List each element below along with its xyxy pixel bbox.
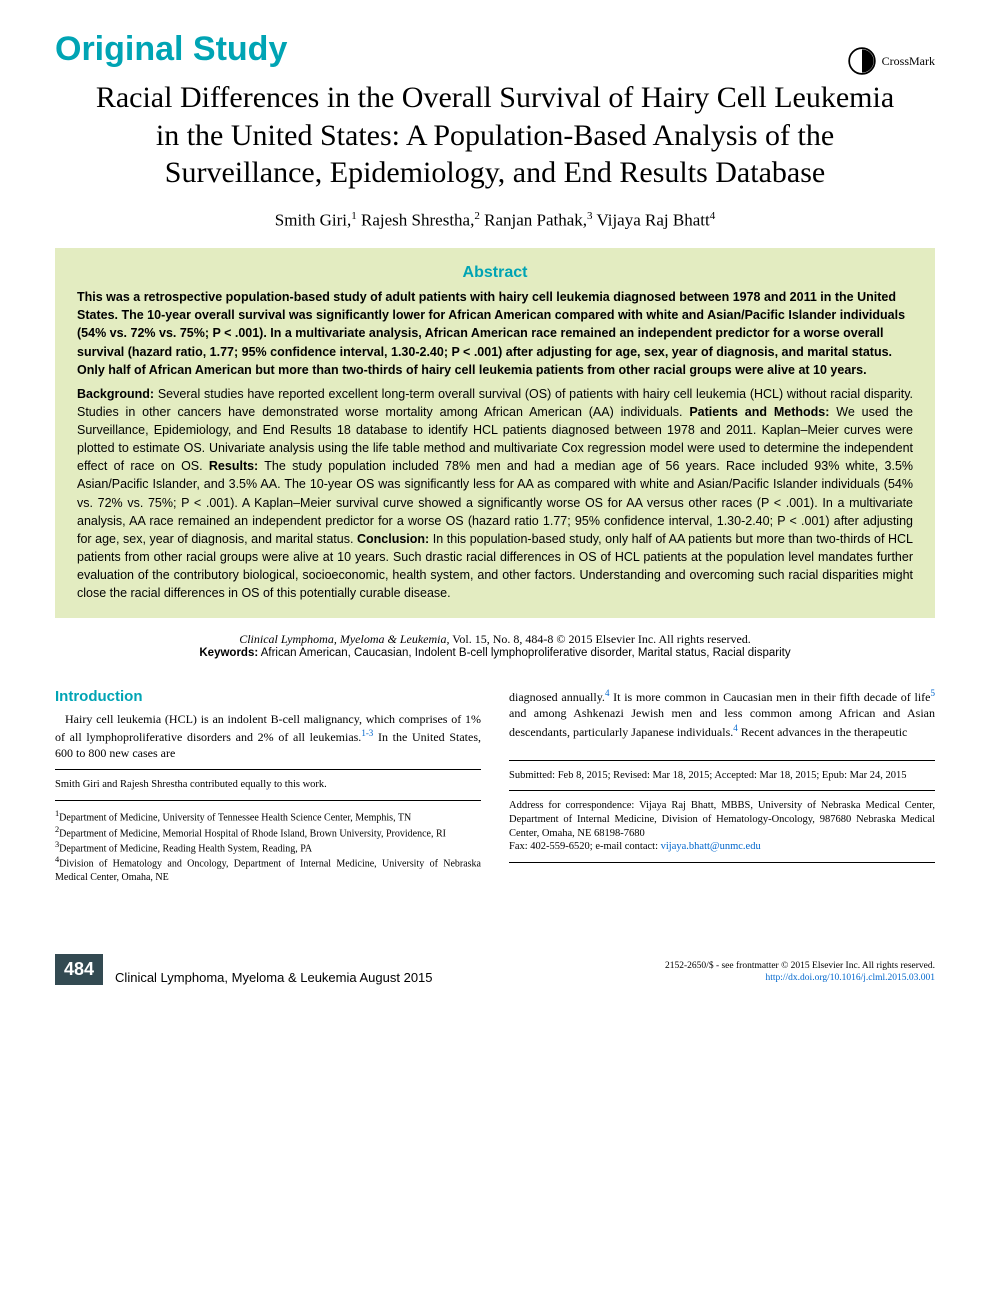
abstract-section-label: Background: [77,387,154,401]
abstract-section-label: Results: [209,459,258,473]
footer-journal-line: Clinical Lymphoma, Myeloma & Leukemia Au… [115,970,432,985]
contribution-note: Smith Giri and Rajesh Shrestha contribut… [55,778,481,792]
affiliations: 1Department of Medicine, University of T… [55,809,481,883]
divider [509,862,935,863]
correspondence-text: Address for correspondence: Vijaya Raj B… [509,800,935,838]
footer-copyright: 2152-2650/$ - see frontmatter © 2015 Els… [665,960,935,972]
intro-paragraph-left: Hairy cell leukemia (HCL) is an indolent… [55,711,481,762]
abstract-section-label: Patients and Methods: [689,405,829,419]
keywords-text: African American, Caucasian, Indolent B-… [258,647,790,659]
abstract-bold-summary: This was a retrospective population-base… [77,288,913,379]
citation-rest: Vol. 15, No. 8, 484-8 © 2015 Elsevier In… [449,632,750,646]
fax-text: Fax: 402-559-6520; e-mail contact: [509,841,661,852]
doi-link[interactable]: http://dx.doi.org/10.1016/j.clml.2015.03… [765,973,935,983]
divider [55,800,481,801]
intro-paragraph-right: diagnosed annually.4 It is more common i… [509,687,935,740]
page-footer: 484 Clinical Lymphoma, Myeloma & Leukemi… [55,954,935,985]
body-columns: Introduction Hairy cell leukemia (HCL) i… [55,687,935,883]
divider [509,790,935,791]
affiliation-line: 1Department of Medicine, University of T… [55,809,481,824]
crossmark-badge[interactable]: CrossMark [848,47,935,75]
abstract-section-label: Conclusion: [357,532,429,546]
correspondence-email-link[interactable]: vijaya.bhatt@unmc.edu [661,841,761,852]
section-type-label: Original Study [55,30,935,69]
article-title: Racial Differences in the Overall Surviv… [95,79,895,192]
abstract-structured: Background: Several studies have reporte… [77,385,913,603]
abstract-heading: Abstract [77,264,913,282]
footer-right: 2152-2650/$ - see frontmatter © 2015 Els… [665,960,935,985]
keywords-label: Keywords: [199,647,258,659]
citation-journal: Clinical Lymphoma, Myeloma & Leukemia, [239,632,449,646]
citation-block: Clinical Lymphoma, Myeloma & Leukemia, V… [55,632,935,659]
footer-left: 484 Clinical Lymphoma, Myeloma & Leukemi… [55,954,433,985]
divider [55,769,481,770]
right-column: diagnosed annually.4 It is more common i… [509,687,935,883]
correspondence: Address for correspondence: Vijaya Raj B… [509,799,935,854]
intro-heading: Introduction [55,687,481,707]
crossmark-label: CrossMark [882,54,935,69]
authors-line: Smith Giri,1 Rajesh Shrestha,2 Ranjan Pa… [55,210,935,231]
page-number: 484 [55,954,103,985]
abstract-box: Abstract This was a retrospective popula… [55,248,935,618]
affiliation-line: 4Division of Hematology and Oncology, De… [55,855,481,883]
publication-dates: Submitted: Feb 8, 2015; Revised: Mar 18,… [509,769,935,783]
crossmark-icon [848,47,876,75]
left-column: Introduction Hairy cell leukemia (HCL) i… [55,687,481,883]
affiliation-line: 3Department of Medicine, Reading Health … [55,840,481,855]
divider [509,760,935,761]
affiliation-line: 2Department of Medicine, Memorial Hospit… [55,825,481,840]
